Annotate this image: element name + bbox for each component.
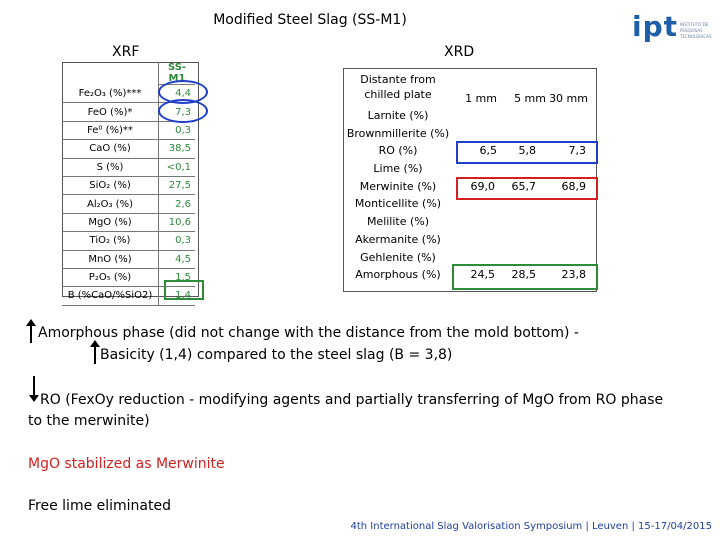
xrf-value: 10,6	[158, 213, 195, 233]
xrd-value: 69,0	[470, 180, 496, 193]
xrf-label: Fe⁰ (%)**	[62, 121, 159, 141]
xrf-value: 1,5	[158, 268, 195, 288]
xrf-value: 0,3	[158, 121, 195, 141]
xrd-label: Larnite (%)	[367, 109, 429, 122]
note-ro-line2: to the merwinite)	[28, 413, 150, 429]
logo-line: TECNOLÓGICAS	[680, 34, 712, 39]
xrf-value: 4,5	[158, 250, 195, 269]
highlight-box-merwinite	[456, 177, 598, 200]
xrf-label: Fe₂O₃ (%)***	[62, 84, 159, 104]
highlight-box-basicity	[164, 280, 204, 300]
slide-title: Modified Steel Slag (SS-M1)	[213, 12, 407, 28]
xrf-value: 38,5	[158, 139, 195, 159]
logo-line: PESQUISAS	[680, 28, 703, 33]
xrf-label: P₂O₅ (%)	[62, 268, 159, 288]
xrd-label: Merwinite (%)	[359, 180, 437, 193]
xrd-label: Amorphous (%)	[355, 268, 441, 281]
highlight-ring-feo	[158, 99, 208, 123]
xrf-value: 1,4	[158, 286, 195, 306]
xrd-label: Melilite (%)	[366, 215, 430, 228]
xrd-label: Akermanite (%)	[355, 233, 441, 246]
xrd-label: Gehlenite (%)	[360, 251, 436, 264]
xrf-value: 0,3	[158, 231, 195, 251]
xrd-value: 6,5	[479, 144, 498, 157]
xrf-value: 27,5	[158, 176, 195, 196]
logo-mark: ipt	[632, 10, 679, 43]
xrf-value: <0,1	[158, 158, 195, 177]
xrd-value: 24,5	[470, 268, 496, 281]
logo-line: INSTITUTO DE	[680, 22, 709, 27]
highlight-box-amorphous	[452, 264, 598, 290]
highlight-box-ro	[456, 141, 598, 164]
xrf-label: SiO₂ (%)	[62, 176, 159, 196]
note-mgo: MgO stabilized as Merwinite	[28, 456, 225, 472]
xrf-label: S (%)	[62, 158, 159, 177]
xrd-heading: XRD	[444, 44, 475, 60]
xrd-label: Lime (%)	[373, 162, 423, 175]
ipt-logo: ipt INSTITUTO DE PESQUISAS TECNOLÓGICAS	[632, 8, 712, 52]
note-ro-line1: RO (FexOy reduction - modifying agents a…	[40, 392, 664, 408]
xrd-value: 28,5	[511, 268, 537, 281]
xrf-label: MgO (%)	[62, 213, 159, 233]
arrow-down-icon	[90, 340, 100, 364]
xrd-header-label: Distante from chilled plate	[360, 73, 436, 101]
xrf-label: MnO (%)	[62, 250, 159, 269]
xrd-label: RO (%)	[378, 144, 418, 157]
xrd-label: Monticellite (%)	[354, 197, 442, 210]
xrf-label: TiO₂ (%)	[62, 231, 159, 251]
xrf-label: FeO (%)*	[62, 102, 159, 122]
note-lime: Free lime eliminated	[28, 498, 172, 514]
footer-text: 4th International Slag Valorisation Symp…	[350, 521, 713, 532]
xrf-heading: XRF	[112, 44, 140, 60]
xrf-label: Al₂O₃ (%)	[62, 194, 159, 214]
xrd-column-30mm: 30 mm	[549, 92, 588, 105]
xrd-value: 68,9	[561, 180, 587, 193]
note-basicity: Basicity (1,4) compared to the steel sla…	[100, 347, 453, 363]
xrd-value: 23,8	[561, 268, 587, 281]
note-amorphous: Amorphous phase (did not change with the…	[38, 325, 579, 341]
xrd-label: Brownmillerite (%)	[346, 127, 450, 140]
arrow-up-icon	[26, 319, 36, 343]
xrd-column-1mm: 1 mm	[465, 92, 497, 105]
xrf-value: 2,6	[158, 194, 195, 214]
xrd-value: 7,3	[568, 144, 587, 157]
xrf-label: B (%CaO/%SiO2)	[62, 286, 159, 306]
xrd-column-5mm: 5 mm	[514, 92, 546, 105]
xrd-value: 5,8	[518, 144, 537, 157]
xrd-value: 65,7	[511, 180, 537, 193]
xrf-label: CaO (%)	[62, 139, 159, 159]
arrow-down-icon	[33, 376, 35, 396]
